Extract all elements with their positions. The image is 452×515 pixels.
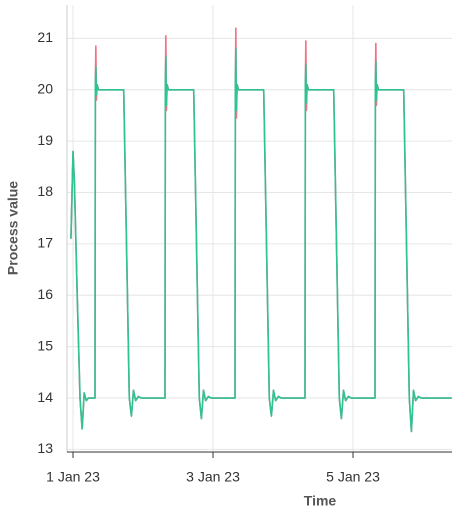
y-tick-label: 18	[37, 183, 53, 199]
y-tick-label: 21	[37, 29, 53, 45]
y-tick-label: 14	[37, 389, 53, 405]
x-tick-label: 1 Jan 23	[46, 469, 100, 485]
x-tick-label: 5 Jan 23	[326, 469, 380, 485]
y-tick-label: 13	[37, 440, 53, 456]
x-tick-label: 3 Jan 23	[186, 469, 240, 485]
y-tick-label: 17	[37, 235, 53, 251]
y-tick-label: 16	[37, 286, 53, 302]
y-tick-label: 15	[37, 337, 53, 353]
x-axis-title: Time	[304, 493, 337, 509]
series-line	[70, 47, 452, 433]
y-tick-label: 20	[37, 80, 53, 96]
y-axis-title: Process value	[5, 181, 21, 275]
y-tick-label: 19	[37, 132, 53, 148]
